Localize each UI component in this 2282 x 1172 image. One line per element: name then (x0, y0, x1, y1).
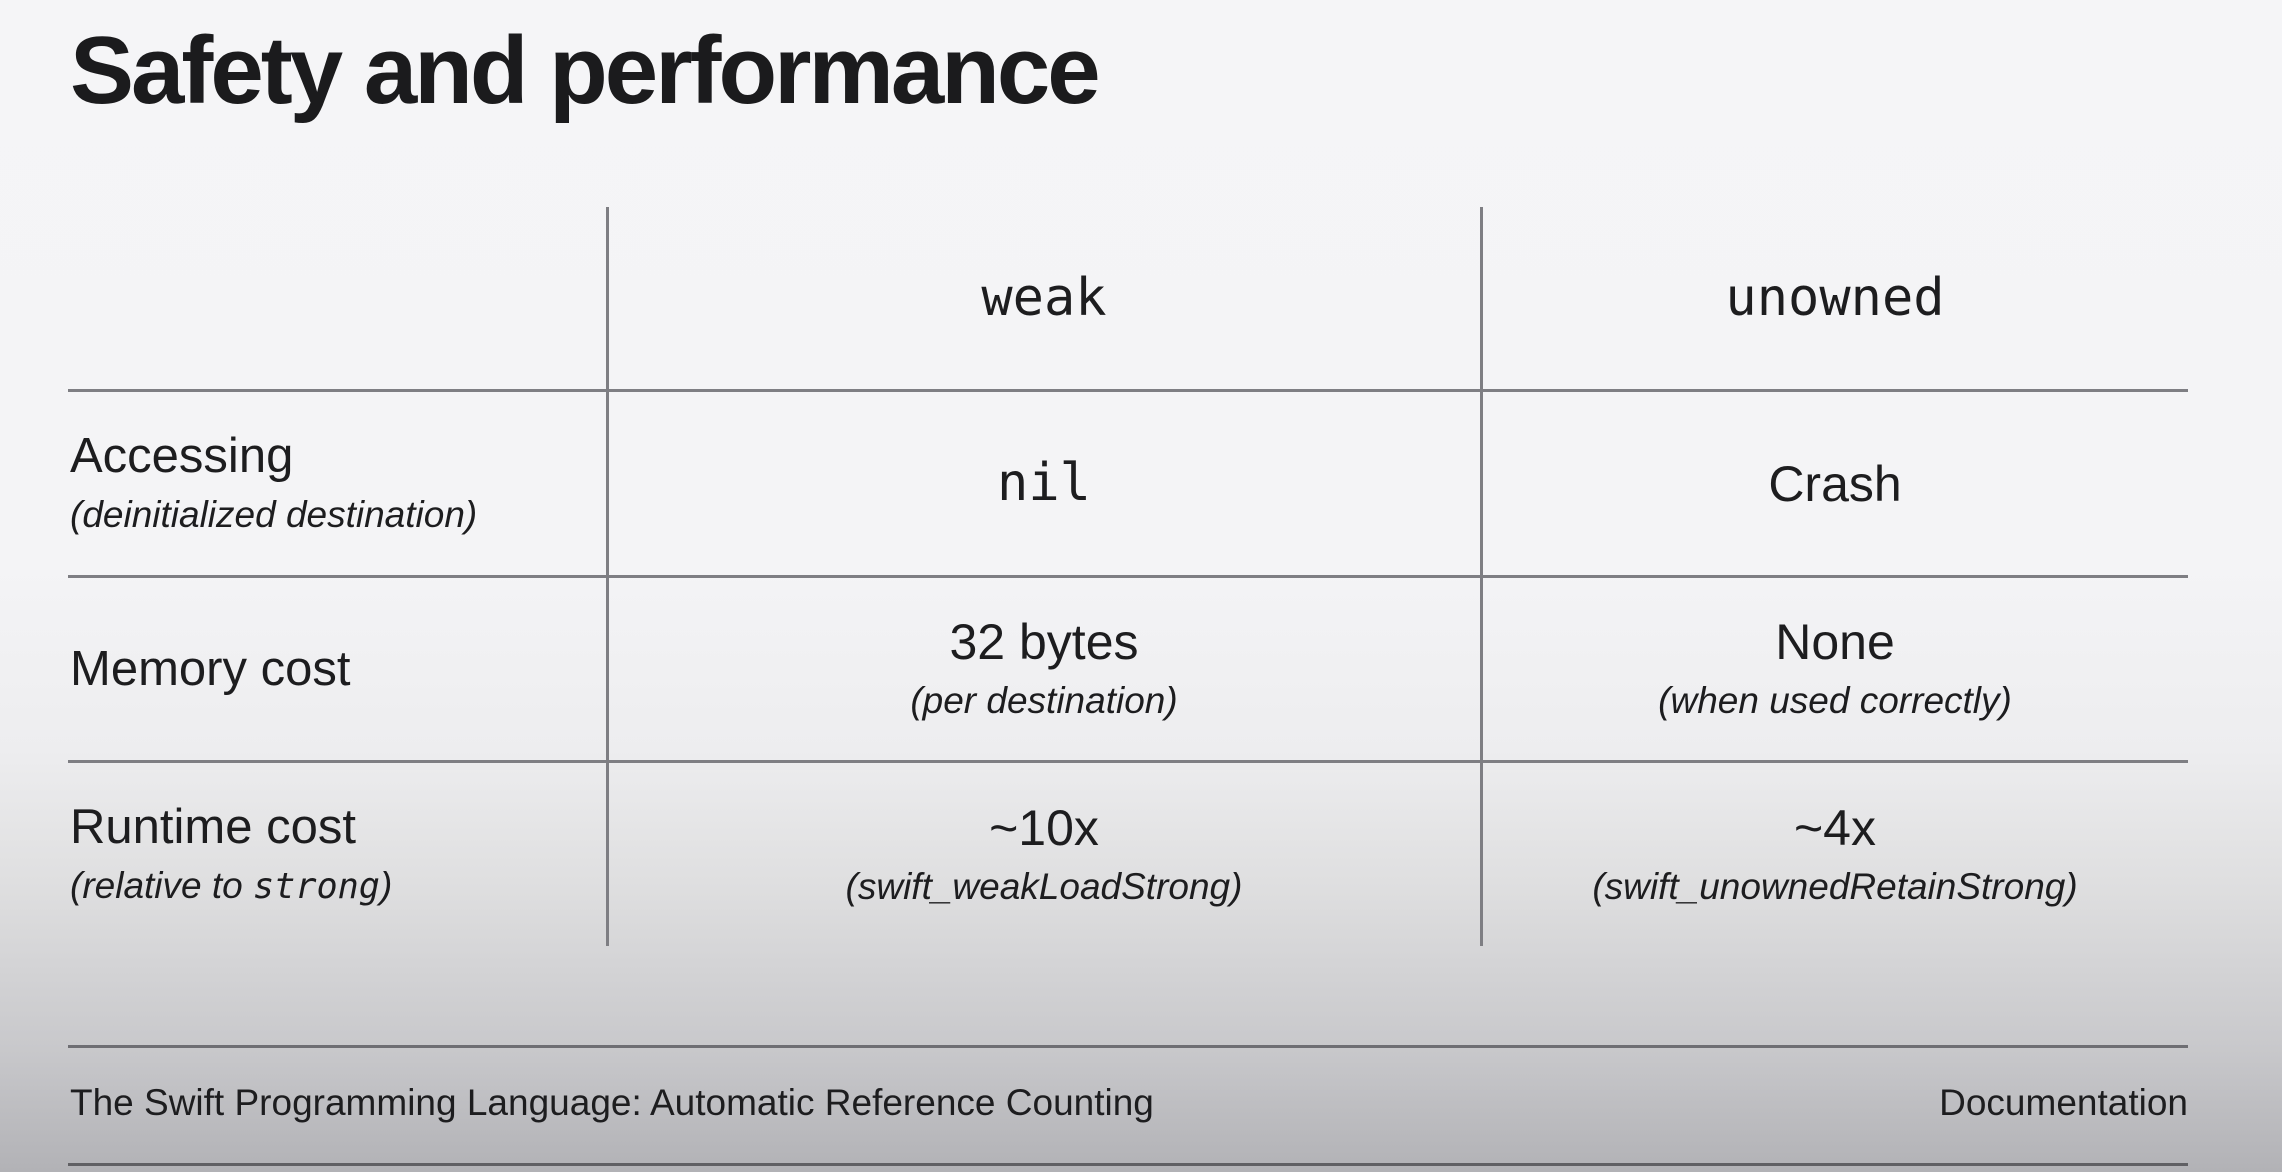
cell-memory-cost-weak: 32 bytes (per destination) (608, 578, 1480, 760)
row-note-runtime-cost: (relative to strong) (70, 864, 392, 908)
cell-value-memory-cost-unowned: None (1775, 614, 1895, 671)
cell-value-accessing-unowned: Crash (1768, 455, 1902, 512)
row-label-cell-memory-cost: Memory cost (70, 578, 600, 760)
footer-divider (68, 1045, 2188, 1048)
slide-bottom-divider (68, 1163, 2188, 1166)
row-label-cell-accessing: Accessing (deinitialized destination) (70, 392, 600, 575)
cell-value-runtime-cost-unowned: ~4x (1793, 799, 1876, 856)
cell-note-runtime-cost-weak: (swift_weakLoadStrong) (845, 865, 1243, 907)
footer-documentation-label: Documentation (1939, 1082, 2188, 1123)
slide-title: Safety and performance (70, 17, 1101, 124)
cell-accessing-weak: nil (608, 392, 1480, 575)
column-header-cell-weak: weak (608, 207, 1480, 389)
column-header-weak: weak (981, 267, 1107, 328)
row-label-runtime-cost: Runtime cost (70, 800, 356, 855)
footer-source-text: The Swift Programming Language: Automati… (70, 1082, 1154, 1123)
row-note-runtime-code: strong (253, 866, 380, 908)
row-note-runtime-suffix: ) (379, 865, 393, 907)
row-label-accessing: Accessing (70, 429, 294, 484)
row-note-accessing: (deinitialized destination) (70, 494, 478, 536)
cell-accessing-unowned: Crash (1482, 392, 2188, 575)
cell-runtime-cost-unowned: ~4x (swift_unownedRetainStrong) (1482, 763, 2188, 946)
row-label-memory-cost: Memory cost (70, 641, 351, 696)
cell-value-accessing-weak: nil (997, 453, 1091, 514)
row-label-cell-runtime-cost: Runtime cost (relative to strong) (70, 763, 600, 946)
cell-value-memory-cost-weak: 32 bytes (949, 614, 1139, 671)
row-note-runtime-prefix: (relative to (70, 865, 254, 907)
table-row-divider-2 (68, 575, 2188, 578)
cell-value-runtime-cost-weak: ~10x (989, 799, 1099, 856)
table-row-divider-3 (68, 760, 2188, 763)
cell-note-memory-cost-unowned: (when used correctly) (1658, 680, 2012, 722)
footer: The Swift Programming Language: Automati… (70, 1082, 2188, 1124)
cell-runtime-cost-weak: ~10x (swift_weakLoadStrong) (608, 763, 1480, 946)
cell-note-memory-cost-weak: (per destination) (910, 680, 1178, 722)
table-row-divider-1 (68, 389, 2188, 392)
cell-note-runtime-cost-unowned: (swift_unownedRetainStrong) (1592, 865, 2078, 907)
column-header-cell-unowned: unowned (1482, 207, 2188, 389)
column-header-unowned: unowned (1725, 267, 1945, 328)
cell-memory-cost-unowned: None (when used correctly) (1482, 578, 2188, 760)
